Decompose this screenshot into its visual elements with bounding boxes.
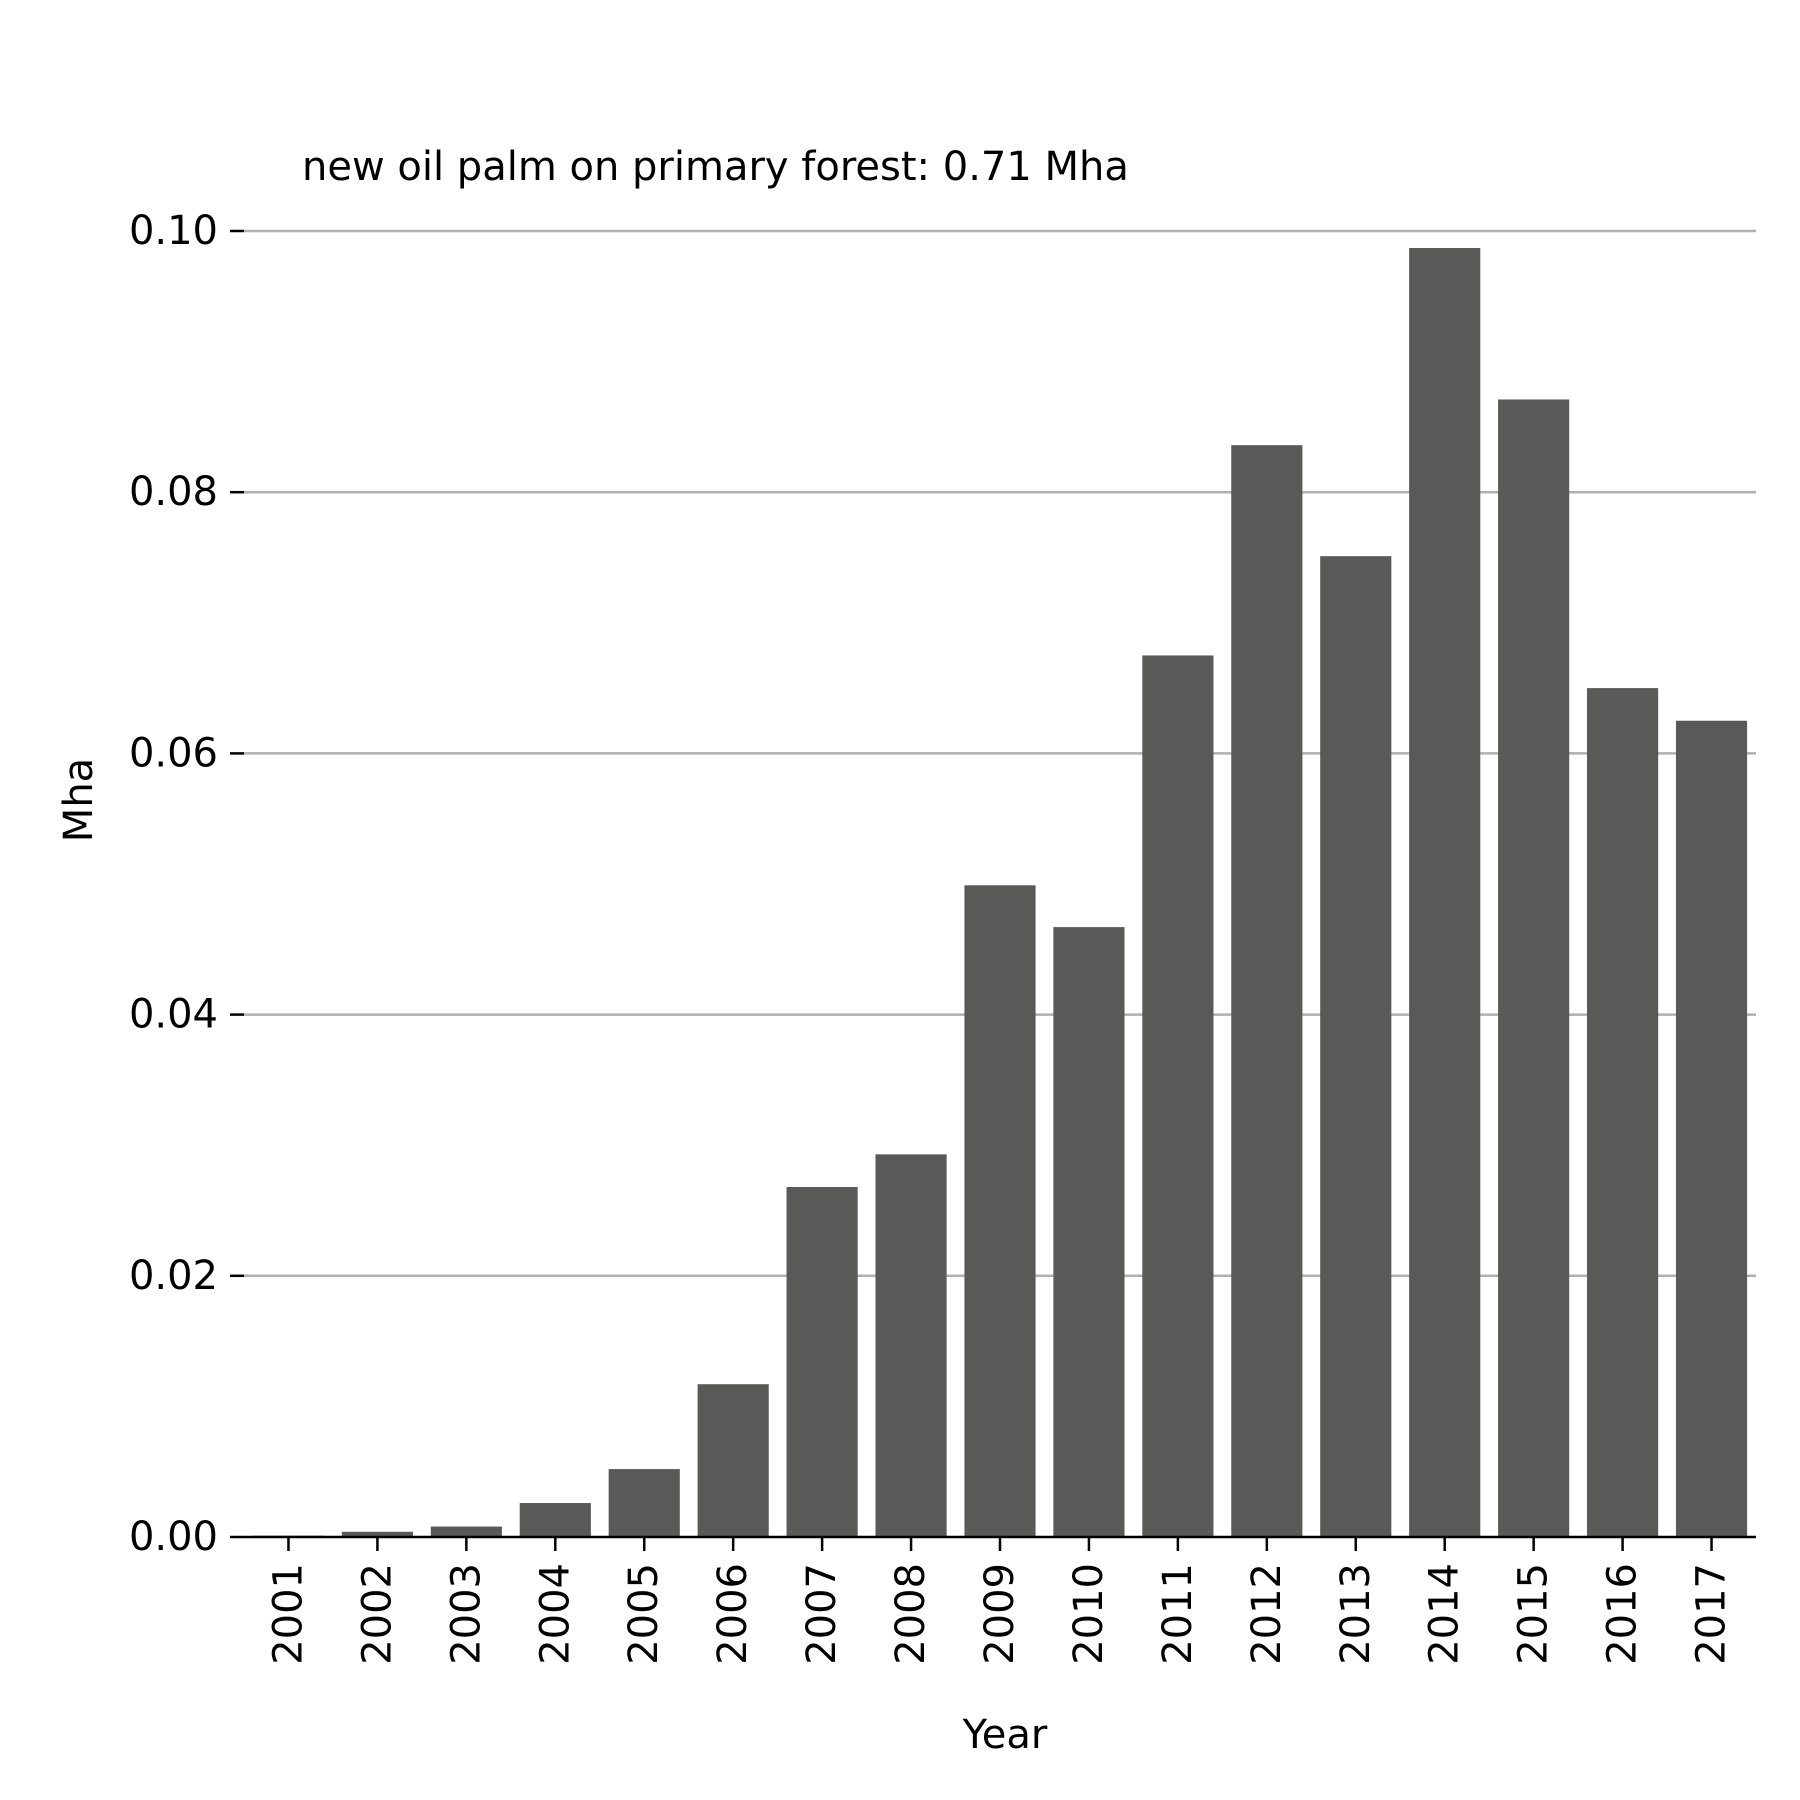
bar-2004 bbox=[519, 1503, 591, 1537]
x-tick-label: 2008 bbox=[888, 1563, 934, 1665]
bar-2006 bbox=[697, 1384, 769, 1537]
bars bbox=[252, 247, 1748, 1538]
bar-2010 bbox=[1053, 927, 1125, 1537]
bar-2003 bbox=[430, 1526, 502, 1537]
bar-2012 bbox=[1231, 445, 1303, 1538]
bar-2013 bbox=[1320, 556, 1392, 1537]
y-tick-label: 0.02 bbox=[129, 1253, 218, 1299]
bar-2008 bbox=[875, 1154, 947, 1537]
x-tick-label: 2009 bbox=[977, 1563, 1023, 1665]
bar-2009 bbox=[964, 885, 1036, 1537]
y-tick-label: 0.10 bbox=[129, 208, 218, 254]
x-tick-label: 2014 bbox=[1422, 1563, 1468, 1665]
x-tick-label: 2012 bbox=[1244, 1563, 1290, 1665]
y-axis-label: Mha bbox=[56, 758, 102, 842]
chart-title: new oil palm on primary forest: 0.71 Mha bbox=[302, 144, 1129, 190]
bar-2016 bbox=[1587, 688, 1659, 1537]
x-tick-label: 2010 bbox=[1066, 1563, 1112, 1665]
x-tick-label: 2013 bbox=[1333, 1563, 1379, 1665]
x-tick-label: 2011 bbox=[1155, 1563, 1201, 1665]
bar-2015 bbox=[1498, 399, 1570, 1537]
y-tick-label: 0.08 bbox=[129, 469, 218, 515]
x-ticks: 2001 2002 2003 2004 2005 2006 2007 2008 2009 2010… bbox=[265, 1537, 1735, 1665]
x-tick-label: 2005 bbox=[621, 1563, 667, 1665]
x-tick-label: 2001 bbox=[265, 1563, 311, 1665]
x-tick-label: 2007 bbox=[799, 1563, 845, 1665]
bar-2007 bbox=[786, 1186, 858, 1537]
bar-2005 bbox=[608, 1469, 680, 1537]
x-tick-label: 2016 bbox=[1600, 1563, 1646, 1665]
x-tick-label: 2006 bbox=[710, 1563, 756, 1665]
x-tick-label: 2015 bbox=[1511, 1563, 1557, 1665]
x-tick-label: 2004 bbox=[532, 1563, 578, 1665]
bar-2014 bbox=[1409, 247, 1481, 1537]
x-tick-label: 2003 bbox=[443, 1563, 489, 1665]
y-tick-label: 0.06 bbox=[129, 730, 218, 776]
bar-2002 bbox=[341, 1531, 413, 1537]
x-tick-label: 2002 bbox=[354, 1563, 400, 1665]
bar-2017 bbox=[1675, 720, 1748, 1537]
bar-2011 bbox=[1142, 655, 1214, 1537]
x-tick-label: 2017 bbox=[1689, 1563, 1735, 1665]
y-tick-label: 0.00 bbox=[129, 1514, 218, 1560]
y-ticks: 0.00 0.02 0.04 0.06 0.08 0.10 bbox=[129, 208, 244, 1560]
x-axis-label: Year bbox=[962, 1712, 1048, 1758]
y-tick-label: 0.04 bbox=[129, 992, 218, 1038]
